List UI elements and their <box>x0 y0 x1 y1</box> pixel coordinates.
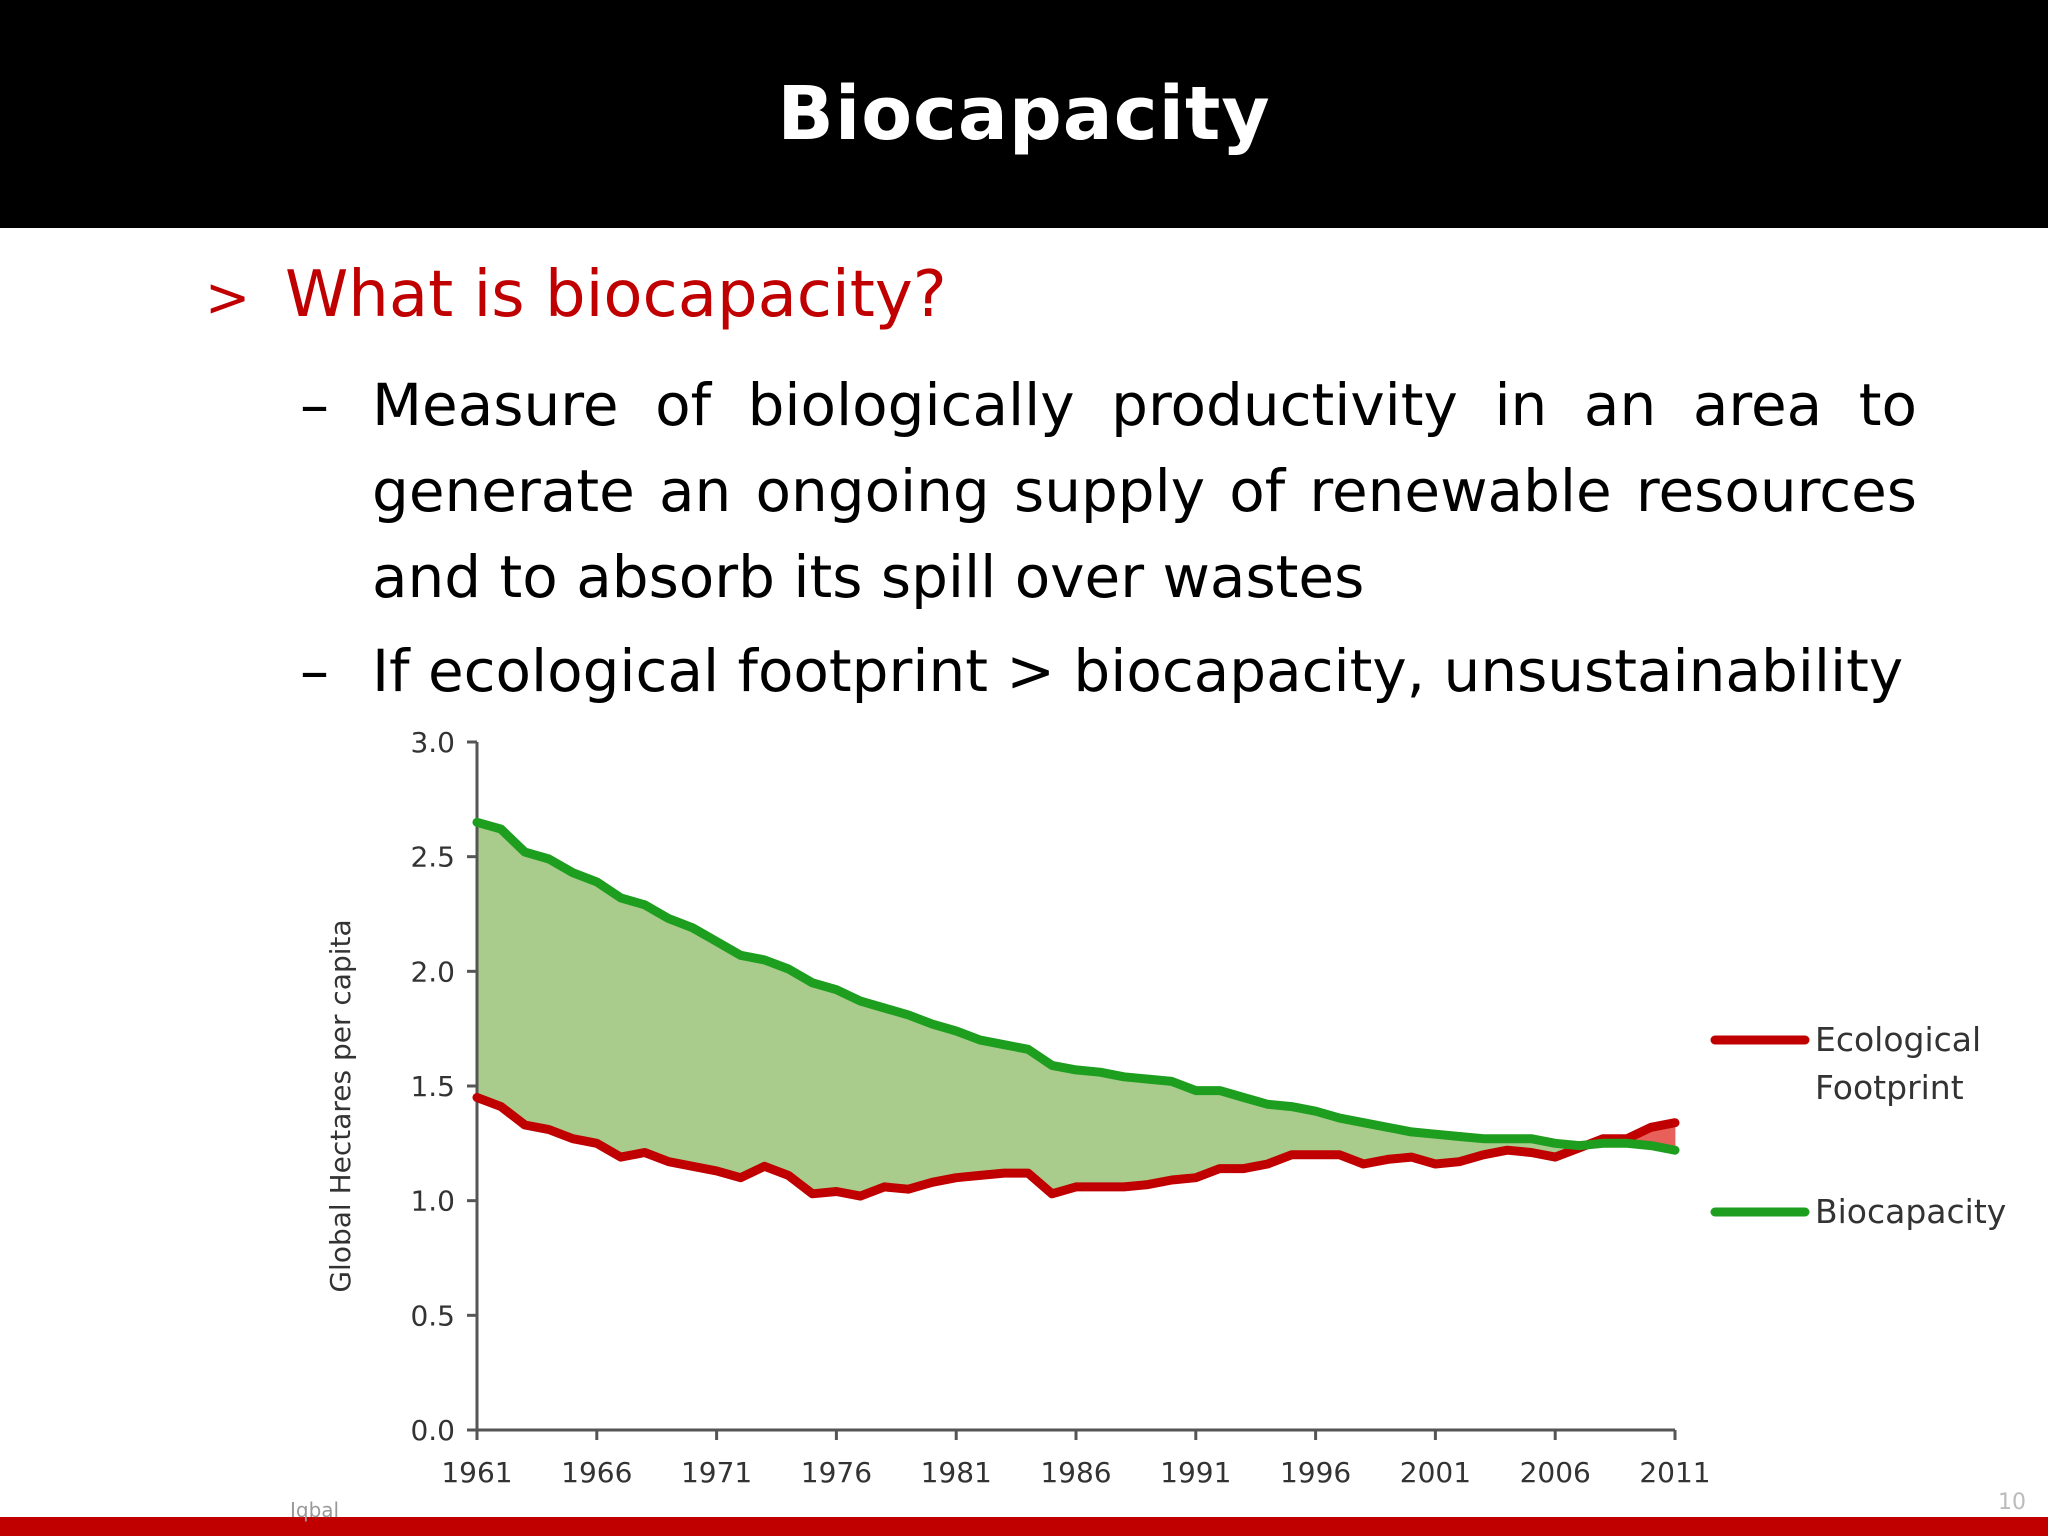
page-number: 10 <box>1998 1490 2026 1515</box>
bullet-marker: > <box>205 266 251 329</box>
y-tick-label: 1.5 <box>410 1070 455 1103</box>
surplus-area-segment <box>1171 1080 1197 1181</box>
legend-biocapacity-label: Biocapacity <box>1815 1192 2006 1231</box>
x-tick-label: 1966 <box>561 1456 632 1489</box>
y-tick-label: 3.0 <box>410 726 455 759</box>
x-tick-label: 2006 <box>1520 1456 1591 1489</box>
chart-container: 0.0 0.5 1.0 1.5 2.0 2.5 3.0 1961 1966 1971 1976 198… <box>300 720 2020 1520</box>
surplus-area-segment <box>668 918 694 1167</box>
surplus-area-segment <box>1219 1090 1245 1169</box>
bullet-text: What is biocapacity? <box>285 258 947 332</box>
surplus-area-segment <box>764 959 789 1177</box>
ecological-footprint-line <box>472 1093 1680 1201</box>
x-tick-label: 1971 <box>681 1456 752 1489</box>
bullet-question: > What is biocapacity? <box>205 258 947 332</box>
surplus-area-segment <box>1147 1078 1173 1186</box>
x-tick-label: 1976 <box>801 1456 872 1489</box>
y-tick-label: 2.5 <box>410 841 455 874</box>
y-axis-label: Global Hectares per capita <box>324 919 357 1292</box>
surplus-area-segment <box>1123 1076 1149 1188</box>
surplus-area-segment <box>692 927 718 1172</box>
surplus-area-segment <box>1075 1069 1101 1188</box>
sub-bullet-text: If ecological footprint > biocapacity, u… <box>372 637 1904 705</box>
surplus-area-segment <box>836 989 861 1197</box>
surplus-area-segment <box>716 940 741 1179</box>
x-tick-label: 1986 <box>1040 1456 1111 1489</box>
surplus-area-segment <box>1099 1071 1125 1188</box>
biocapacity-line <box>472 817 1680 1155</box>
legend-footprint-label: Ecological <box>1815 1020 1981 1059</box>
y-tick-label: 0.5 <box>410 1299 455 1332</box>
x-tick-label: 1981 <box>921 1456 992 1489</box>
surplus-area-segment <box>620 897 646 1158</box>
surplus-area-segment <box>572 872 598 1144</box>
surplus-area-segment <box>788 968 813 1195</box>
surplus-area-segment <box>1051 1064 1077 1195</box>
surplus-area-segment <box>979 1039 1005 1176</box>
x-tick-label: 2011 <box>1639 1456 1710 1489</box>
footprint-biocapacity-chart: 0.0 0.5 1.0 1.5 2.0 2.5 3.0 1961 1966 1971 1976 198… <box>324 726 2006 1489</box>
legend-footprint-label: Footprint <box>1815 1068 1964 1107</box>
footer-author: Iqbal <box>290 1498 340 1522</box>
surplus-area-segment <box>1195 1090 1221 1179</box>
surplus-area-segment <box>644 904 670 1163</box>
surplus-area-segment <box>907 1014 933 1190</box>
y-tick-label: 2.0 <box>410 955 455 988</box>
surplus-area-segment <box>1003 1044 1029 1174</box>
slide-title: Biocapacity <box>777 71 1271 157</box>
sub-bullet-marker: – <box>300 371 329 439</box>
sub-bullet-definition: – Measure of biologically productivity i… <box>300 362 1917 620</box>
footer-bar <box>0 1517 2048 1536</box>
surplus-area-segment <box>812 982 837 1195</box>
y-tick-label: 0.0 <box>410 1414 455 1447</box>
y-tick-label: 1.0 <box>410 1185 455 1218</box>
x-tick-label: 1991 <box>1160 1456 1231 1489</box>
surplus-area-segment <box>548 858 574 1140</box>
surplus-area-segment <box>476 821 502 1108</box>
x-tick-label: 1961 <box>441 1456 512 1489</box>
x-tick-label: 1996 <box>1280 1456 1351 1489</box>
surplus-area-segment <box>859 1000 885 1197</box>
surplus-area-segment <box>596 881 622 1158</box>
title-bar: Biocapacity <box>0 0 2048 228</box>
surplus-area-segment <box>524 851 550 1131</box>
surplus-area-segment <box>1243 1096 1269 1170</box>
x-tick-label: 2001 <box>1400 1456 1471 1489</box>
surplus-area-segment <box>500 828 526 1126</box>
surplus-area-segment <box>931 1023 957 1183</box>
surplus-area-segment <box>740 954 765 1179</box>
sub-bullet-unsustainability: – If ecological footprint > biocapacity,… <box>300 628 1917 714</box>
sub-bullet-marker: – <box>300 637 329 705</box>
surplus-area-segment <box>955 1030 981 1179</box>
surplus-area-segment <box>883 1007 909 1190</box>
sub-bullet-text: Measure of biologically productivity in … <box>372 371 1917 611</box>
